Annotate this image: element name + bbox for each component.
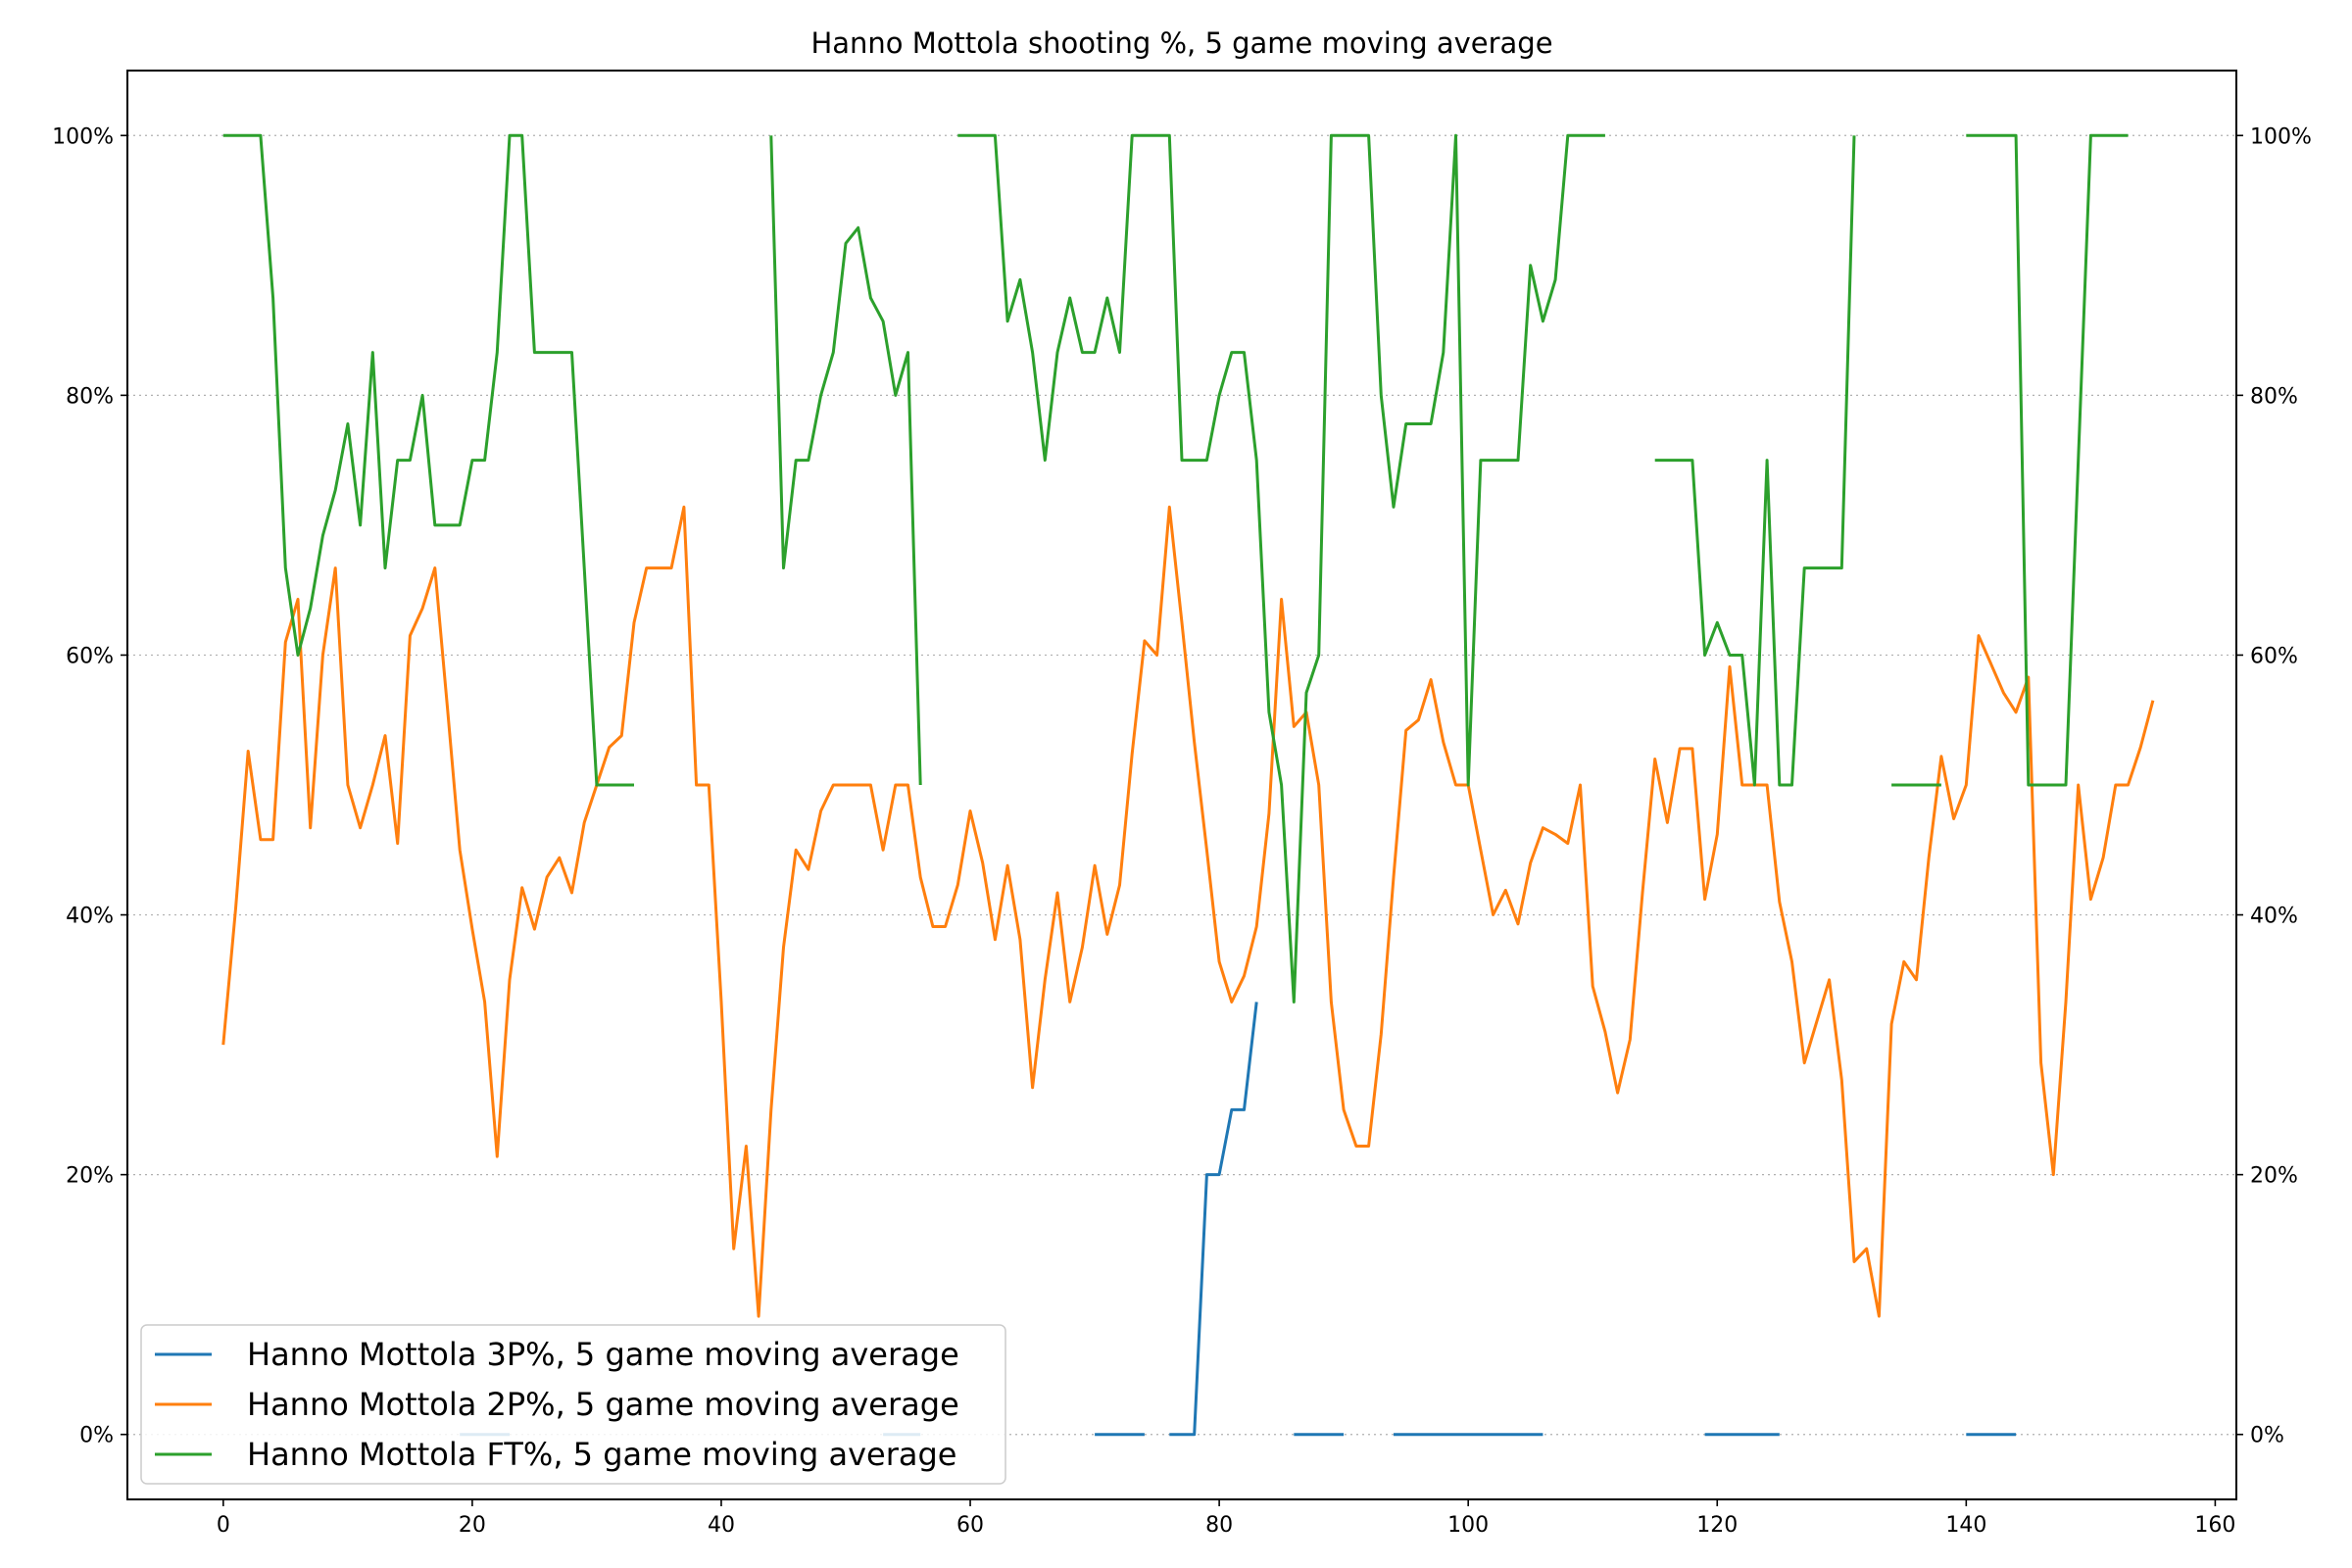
plot-frame (126, 70, 2237, 1500)
x-tick-label: 60 (956, 1513, 984, 1538)
axes: 0% 0% 20% 20% 40% 40% 60% 60% 80% 80% 100% 100% 0 20 4… (52, 124, 2312, 1538)
x-tick-label: 80 (1205, 1513, 1233, 1538)
y-tick-label-right: 80% (2250, 384, 2298, 409)
legend-label: Hanno Mottola 2P%, 5 game moving average (247, 1386, 959, 1423)
series-line-2 (221, 505, 2155, 1318)
y-tick-label-left: 100% (52, 124, 114, 149)
legend-label: Hanno Mottola 3P%, 5 game moving average (247, 1336, 959, 1373)
y-tick-label-left: 40% (66, 905, 114, 929)
x-tick-label: 40 (708, 1513, 735, 1538)
y-tick-label-left: 20% (66, 1164, 114, 1189)
y-tick-label-left: 80% (66, 384, 114, 409)
y-tick-label-right: 20% (2250, 1164, 2298, 1189)
x-tick-label: 20 (459, 1513, 486, 1538)
y-tick-label-right: 0% (2250, 1424, 2284, 1448)
x-tick-label: 160 (2194, 1513, 2235, 1538)
x-tick-label: 0 (217, 1513, 230, 1538)
chart-title: Hanno Mottola shooting %, 5 game moving … (810, 26, 1552, 60)
y-tick-label-right: 100% (2250, 124, 2312, 149)
legend-box (140, 1324, 1006, 1485)
series-line-3 (222, 133, 2129, 1004)
x-tick-label: 100 (1447, 1513, 1489, 1538)
legend-label: Hanno Mottola FT%, 5 game moving average (247, 1436, 956, 1473)
y-tick-label-right: 60% (2250, 644, 2298, 668)
y-tick-label-left: 60% (66, 644, 114, 668)
y-tick-label-left: 0% (79, 1424, 114, 1448)
legend: Hanno Mottola 3P%, 5 game moving average… (140, 1324, 1006, 1485)
x-tick-label: 120 (1696, 1513, 1738, 1538)
y-tick-label-right: 40% (2250, 905, 2298, 929)
x-tick-label: 140 (1945, 1513, 1986, 1538)
